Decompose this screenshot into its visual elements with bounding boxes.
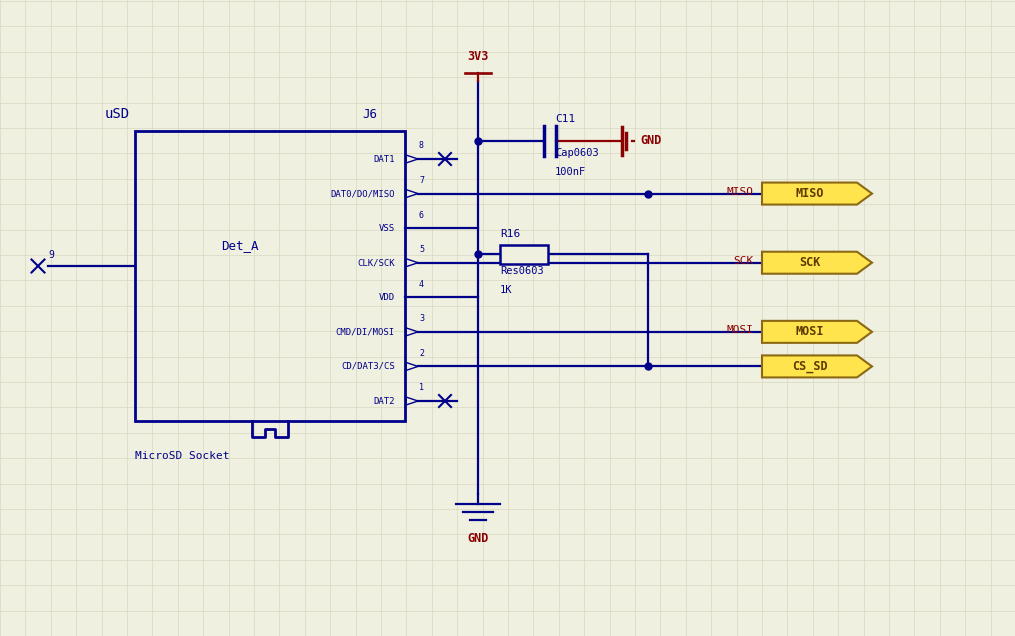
Text: DAT0/DO/MISO: DAT0/DO/MISO (331, 189, 395, 198)
Polygon shape (762, 356, 872, 377)
Bar (500, 244, 548, 263)
Text: R16: R16 (500, 229, 521, 239)
Text: C11: C11 (555, 114, 576, 124)
Text: CMD/DI/MOSI: CMD/DI/MOSI (336, 328, 395, 336)
Text: MISO: MISO (795, 187, 824, 200)
Text: VSS: VSS (379, 224, 395, 233)
Text: GND: GND (640, 134, 662, 146)
Text: CS_SD: CS_SD (792, 360, 827, 373)
Text: J6: J6 (362, 108, 378, 121)
Text: 1: 1 (419, 384, 424, 392)
Text: SCK: SCK (799, 256, 820, 269)
Text: GND: GND (467, 532, 488, 545)
Text: 7: 7 (419, 176, 424, 185)
Text: 8: 8 (419, 141, 424, 150)
Text: 3V3: 3V3 (467, 50, 488, 63)
Text: DAT2: DAT2 (374, 396, 395, 406)
Text: MISO: MISO (727, 186, 754, 197)
Text: 2: 2 (419, 349, 424, 358)
Text: MOSI: MOSI (727, 325, 754, 335)
Text: 6: 6 (419, 211, 424, 219)
Text: DAT1: DAT1 (374, 155, 395, 163)
Text: Det_A: Det_A (221, 240, 259, 252)
Text: Cap0603: Cap0603 (555, 148, 599, 158)
Text: 1K: 1K (500, 285, 513, 295)
Text: MOSI: MOSI (795, 326, 824, 338)
Text: 9: 9 (48, 250, 54, 260)
Text: CLK/SCK: CLK/SCK (357, 258, 395, 267)
Polygon shape (762, 321, 872, 343)
Text: 5: 5 (419, 245, 424, 254)
Text: CD/DAT3/CS: CD/DAT3/CS (341, 362, 395, 371)
Text: VDD: VDD (379, 293, 395, 302)
Text: MicroSD Socket: MicroSD Socket (135, 451, 229, 461)
Text: SCK: SCK (734, 256, 754, 266)
Text: 4: 4 (419, 280, 424, 289)
Text: uSD: uSD (105, 107, 130, 121)
Text: 3: 3 (419, 314, 424, 323)
Polygon shape (762, 252, 872, 273)
Text: Res0603: Res0603 (500, 266, 544, 276)
Text: 100nF: 100nF (555, 167, 587, 177)
Polygon shape (762, 183, 872, 205)
Bar (135, 131, 405, 421)
